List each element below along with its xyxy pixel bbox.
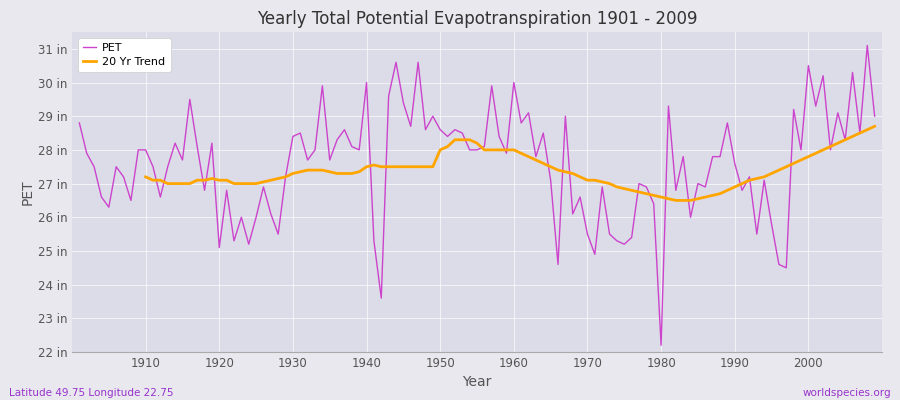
20 Yr Trend bbox=[818, 148, 829, 152]
Text: worldspecies.org: worldspecies.org bbox=[803, 388, 891, 398]
PET bbox=[339, 127, 350, 132]
PET bbox=[862, 43, 873, 48]
PET bbox=[501, 151, 512, 156]
Line: PET: PET bbox=[79, 46, 875, 345]
PET bbox=[133, 148, 144, 152]
Y-axis label: PET: PET bbox=[21, 179, 35, 205]
20 Yr Trend bbox=[140, 174, 151, 179]
PET bbox=[597, 184, 608, 189]
Line: 20 Yr Trend: 20 Yr Trend bbox=[146, 126, 875, 200]
20 Yr Trend bbox=[840, 137, 850, 142]
20 Yr Trend bbox=[670, 198, 681, 203]
Legend: PET, 20 Yr Trend: PET, 20 Yr Trend bbox=[77, 38, 171, 72]
PET bbox=[869, 114, 880, 119]
20 Yr Trend bbox=[280, 174, 291, 179]
20 Yr Trend bbox=[516, 151, 526, 156]
PET bbox=[74, 120, 85, 125]
20 Yr Trend bbox=[310, 168, 320, 172]
20 Yr Trend bbox=[869, 124, 880, 129]
PET bbox=[656, 343, 667, 348]
Title: Yearly Total Potential Evapotranspiration 1901 - 2009: Yearly Total Potential Evapotranspiratio… bbox=[256, 10, 698, 28]
20 Yr Trend bbox=[575, 174, 586, 179]
X-axis label: Year: Year bbox=[463, 376, 491, 390]
Text: Latitude 49.75 Longitude 22.75: Latitude 49.75 Longitude 22.75 bbox=[9, 388, 174, 398]
PET bbox=[295, 131, 306, 136]
PET bbox=[508, 80, 519, 85]
